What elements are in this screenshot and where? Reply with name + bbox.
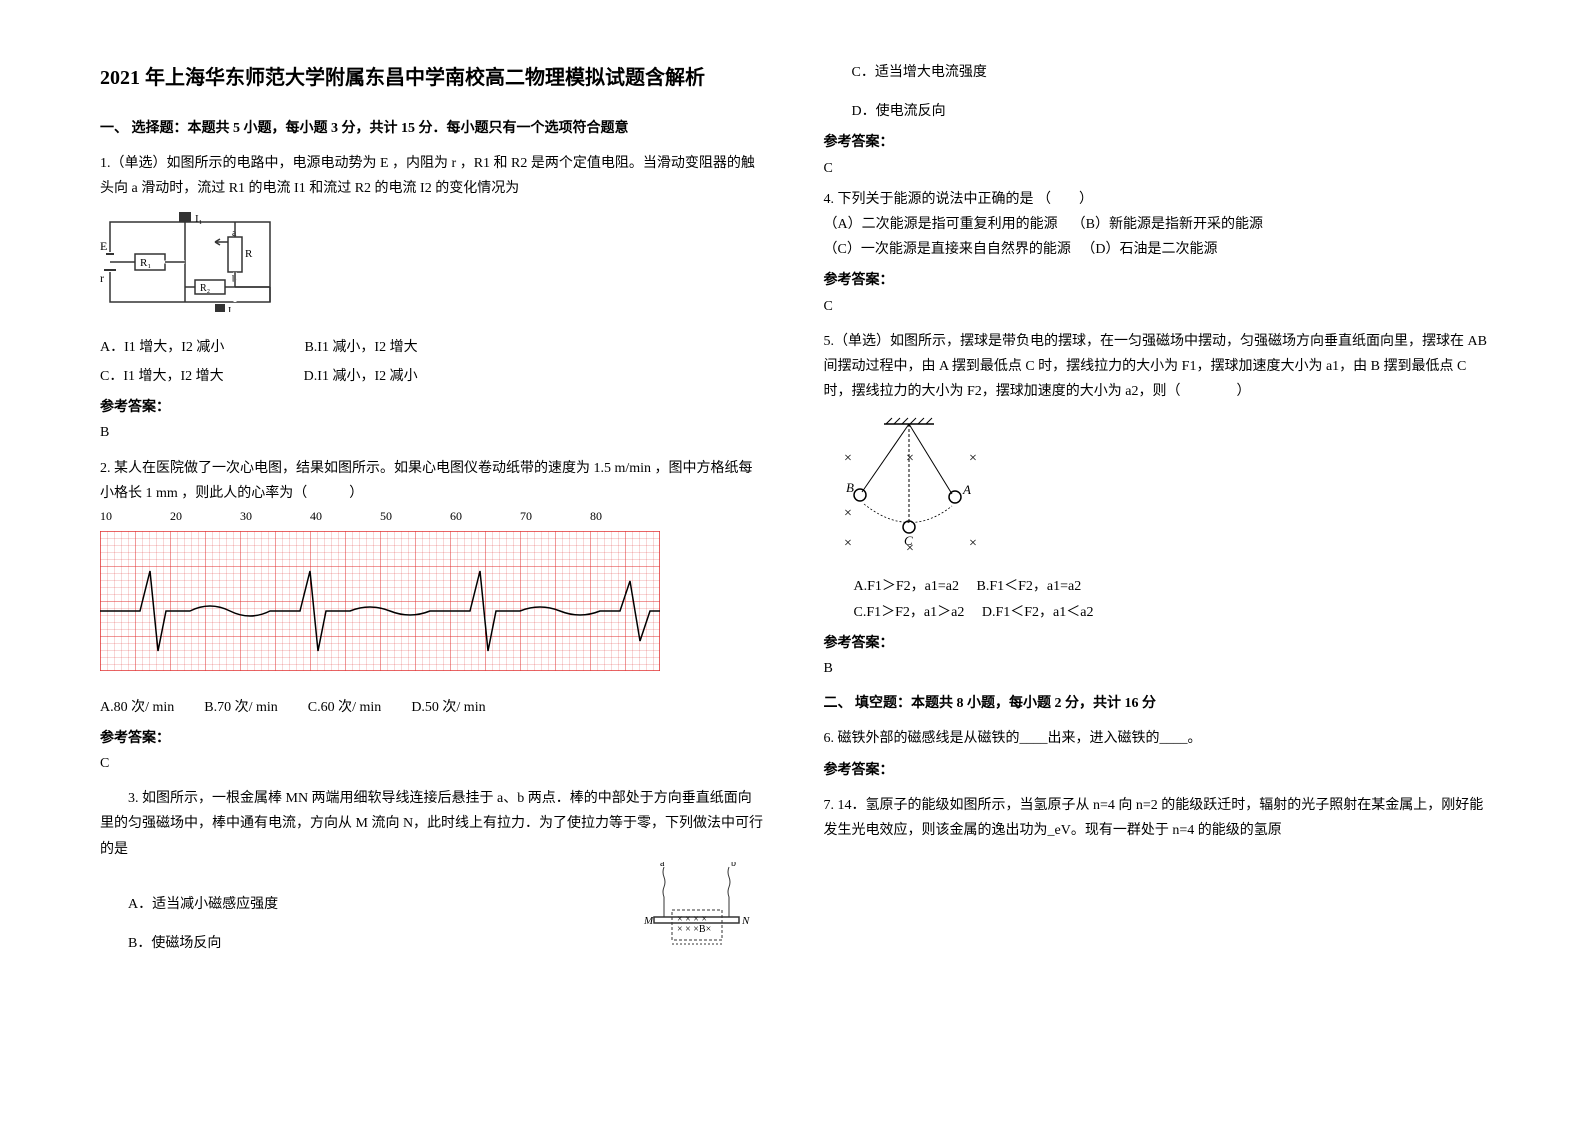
q2-answer-label: 参考答案：	[100, 726, 764, 751]
q4-optD: （D）石油是二次能源	[1081, 242, 1217, 257]
q2-optD: D.50 次/ min	[411, 695, 485, 720]
q5-text: 5.（单选）如图所示，摆球是带负电的摆球，在一匀强磁场中摆动，匀强磁场方向垂直纸…	[824, 329, 1488, 405]
q4-optC: （C）一次能源是直接来自自然界的能源	[824, 242, 1071, 257]
svg-text:R₂: R₂	[200, 283, 210, 294]
left-column: 2021 年上海华东师范大学附属东昌中学南校高二物理模拟试题含解析 一、 选择题…	[100, 60, 764, 1062]
q3-answer: C	[824, 156, 1488, 181]
q1-options-row1: A．I1 增大，I2 减小 B.I1 减小，I2 增大	[100, 335, 764, 360]
q1-optC: C．I1 增大，I2 增大	[100, 364, 224, 389]
q5-optD: D.F1＜F2，a1＜a2	[982, 605, 1094, 620]
q2-answer: C	[100, 751, 764, 776]
svg-text:B: B	[846, 480, 854, 495]
question-1: 1.（单选）如图所示的电路中，电源电动势为 E ，内阻为 r ，R1 和 R2 …	[100, 151, 764, 445]
wire-diagram: a b M N × × ×B× × × × ×	[624, 862, 764, 952]
q1-optB: B.I1 减小，I2 增大	[304, 335, 417, 360]
svg-text:× × × ×: × × × ×	[677, 914, 707, 925]
svg-text:I₁: I₁	[195, 213, 203, 225]
q6-text: 6. 磁铁外部的磁感线是从磁铁的____出来，进入磁铁的____。	[824, 726, 1488, 751]
svg-text:N: N	[741, 915, 750, 927]
q5-answer: B	[824, 656, 1488, 681]
q3-optD: D．使电流反向	[824, 99, 1488, 124]
q1-options-row2: C．I1 增大，I2 增大 D.I1 减小，I2 减小	[100, 364, 764, 389]
svg-text:b: b	[731, 862, 736, 869]
document-title: 2021 年上海华东师范大学附属东昌中学南校高二物理模拟试题含解析	[100, 60, 764, 96]
svg-text:× × ×B×: × × ×B×	[677, 924, 711, 935]
svg-text:E: E	[100, 239, 107, 253]
q4-row1: （A）二次能源是指可重复利用的能源 （B）新能源是指新开采的能源	[824, 212, 1488, 237]
scale-10: 10	[100, 506, 170, 528]
svg-text:R₁: R₁	[140, 257, 151, 269]
question-3: 3. 如图所示，一根金属棒 MN 两端用细软导线连接后悬挂于 a、b 两点．棒的…	[100, 786, 764, 956]
q4-answer-label: 参考答案：	[824, 268, 1488, 293]
q1-text: 1.（单选）如图所示的电路中，电源电动势为 E ，内阻为 r ，R1 和 R2 …	[100, 151, 764, 201]
q3-text: 3. 如图所示，一根金属棒 MN 两端用细软导线连接后悬挂于 a、b 两点．棒的…	[100, 786, 764, 862]
q6-answer-label: 参考答案：	[824, 758, 1488, 783]
q2-text: 2. 某人在医院做了一次心电图，结果如图所示。如果心电图仪卷动纸带的速度为 1.…	[100, 456, 764, 506]
svg-text:×: ×	[844, 451, 852, 466]
scale-20: 20	[170, 506, 240, 528]
scale-40: 40	[310, 506, 380, 528]
q5-optC: C.F1＞F2，a1＞a2	[854, 605, 965, 620]
svg-text:×: ×	[969, 536, 977, 551]
svg-text:R: R	[245, 248, 253, 260]
q2-options: A.80 次/ min B.70 次/ min C.60 次/ min D.50…	[100, 695, 764, 720]
question-7: 7. 14．氢原子的能级如图所示，当氢原子从 n=4 向 n=2 的能级跃迁时，…	[824, 793, 1488, 843]
q4-answer: C	[824, 294, 1488, 319]
q2-optA: A.80 次/ min	[100, 695, 174, 720]
right-column: C．适当增大电流强度 D．使电流反向 参考答案： C 4. 下列关于能源的说法中…	[824, 60, 1488, 1062]
q1-answer-label: 参考答案：	[100, 395, 764, 420]
scale-70: 70	[520, 506, 590, 528]
q1-answer: B	[100, 420, 764, 445]
svg-text:×: ×	[969, 451, 977, 466]
svg-text:×: ×	[844, 536, 852, 551]
q4-optA: （A）二次能源是指可重复利用的能源	[824, 217, 1058, 232]
two-column-layout: 2021 年上海华东师范大学附属东昌中学南校高二物理模拟试题含解析 一、 选择题…	[100, 60, 1487, 1062]
svg-text:I₂: I₂	[228, 306, 235, 312]
svg-text:a: a	[660, 862, 665, 869]
q3-answer-label: 参考答案：	[824, 130, 1488, 155]
question-4: 4. 下列关于能源的说法中正确的是 （ ） （A）二次能源是指可重复利用的能源 …	[824, 187, 1488, 319]
section1-header: 一、 选择题：本题共 5 小题，每小题 3 分，共计 15 分．每小题只有一个选…	[100, 116, 764, 141]
svg-text:A: A	[962, 482, 971, 497]
q7-text: 7. 14．氢原子的能级如图所示，当氢原子从 n=4 向 n=2 的能级跃迁时，…	[824, 793, 1488, 843]
scale-60: 60	[450, 506, 520, 528]
q5-opts-row1: A.F1＞F2，a1=a2 B.F1＜F2，a1=a2	[854, 574, 1488, 599]
q1-optD: D.I1 减小，I2 减小	[304, 364, 418, 389]
scale-30: 30	[240, 506, 310, 528]
svg-text:×: ×	[844, 506, 852, 521]
ecg-scale: 10 20 30 40 50 60 70 80	[100, 506, 660, 528]
q4-row2: （C）一次能源是直接来自自然界的能源 （D）石油是二次能源	[824, 237, 1488, 262]
q5-answer-label: 参考答案：	[824, 631, 1488, 656]
q5-optA: A.F1＞F2，a1=a2	[854, 579, 960, 594]
svg-text:×: ×	[906, 451, 914, 466]
q2-optB: B.70 次/ min	[204, 695, 278, 720]
question-6: 6. 磁铁外部的磁感线是从磁铁的____出来，进入磁铁的____。 参考答案：	[824, 726, 1488, 782]
q3-optC: C．适当增大电流强度	[824, 60, 1488, 85]
svg-text:M: M	[643, 915, 654, 927]
section2-header: 二、 填空题：本题共 8 小题，每小题 2 分，共计 16 分	[824, 691, 1488, 716]
scale-80: 80	[590, 506, 660, 528]
scale-50: 50	[380, 506, 450, 528]
q2-optC: C.60 次/ min	[308, 695, 382, 720]
q5-opts-row2: C.F1＞F2，a1＞a2 D.F1＜F2，a1＜a2	[854, 600, 1488, 625]
svg-text:×: ×	[906, 541, 914, 556]
question-2: 2. 某人在医院做了一次心电图，结果如图所示。如果心电图仪卷动纸带的速度为 1.…	[100, 456, 764, 777]
q4-text: 4. 下列关于能源的说法中正确的是 （ ）	[824, 187, 1488, 212]
pendulum-diagram: B A C × × × × × × ×	[824, 412, 994, 557]
q5-optB: B.F1＜F2，a1=a2	[977, 579, 1082, 594]
ecg-diagram	[100, 531, 660, 671]
q4-optB: （B）新能源是指新开采的能源	[1072, 217, 1263, 232]
q1-optA: A．I1 增大，I2 减小	[100, 335, 224, 360]
question-5: 5.（单选）如图所示，摆球是带负电的摆球，在一匀强磁场中摆动，匀强磁场方向垂直纸…	[824, 329, 1488, 682]
circuit-diagram: E r I₁ R₁ R a b R₂	[100, 212, 280, 312]
svg-text:r: r	[100, 271, 104, 285]
